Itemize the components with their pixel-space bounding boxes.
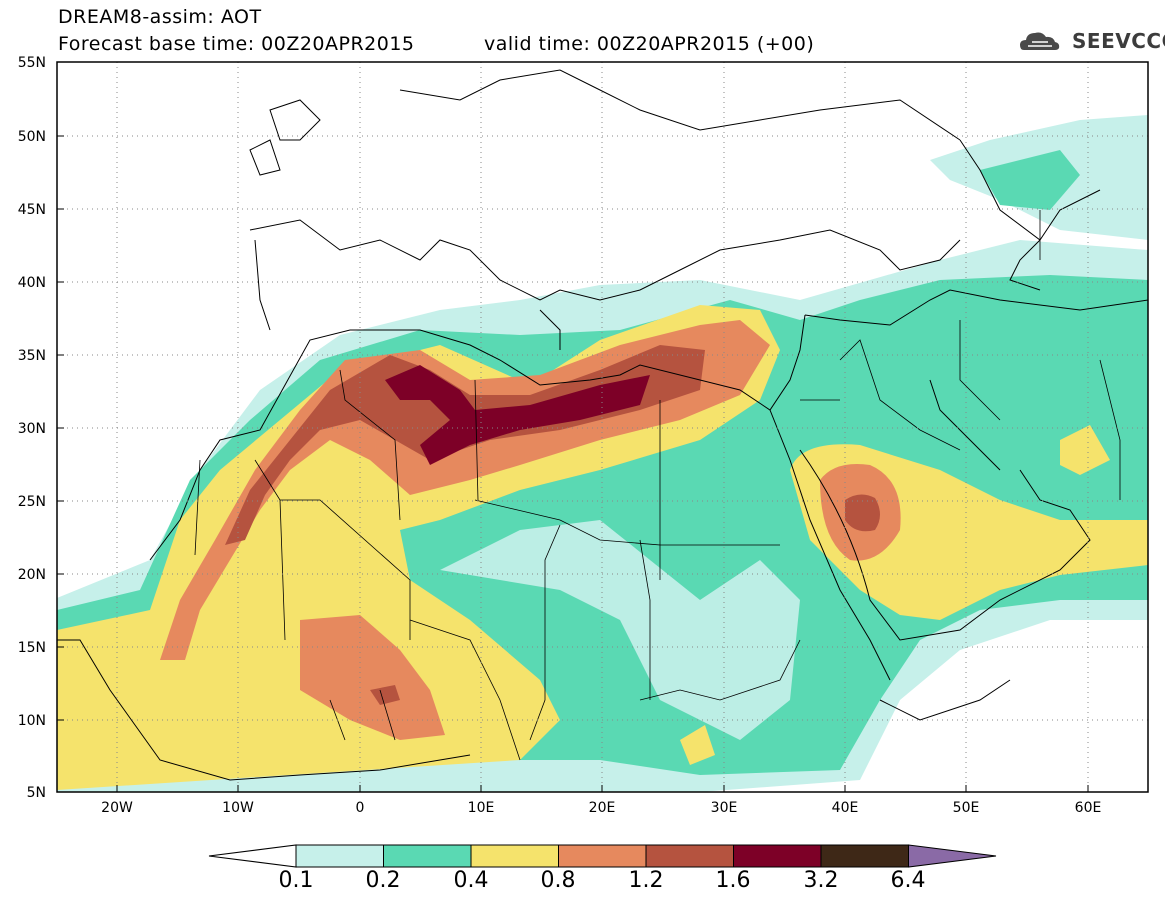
lat-label-45n: 45N xyxy=(18,202,46,218)
aot-band-1.6 xyxy=(385,365,650,465)
lat-label-55n: 55N xyxy=(18,55,46,71)
lon-label-50e: 50E xyxy=(953,800,980,816)
colorbar-arrow-high xyxy=(908,844,997,868)
lon-label-0: 0 xyxy=(356,800,365,816)
lat-label-20n: 20N xyxy=(18,567,46,583)
colorbar-label: 1.6 xyxy=(715,868,751,893)
lat-label-15n: 15N xyxy=(18,640,46,656)
title-variable: DREAM8-assim: AOT xyxy=(58,6,262,28)
lat-label-30n: 30N xyxy=(18,421,46,437)
axis-ticks xyxy=(57,135,1089,792)
colorbar-arrow-low xyxy=(208,844,297,868)
lon-label-60e: 60E xyxy=(1075,800,1102,816)
cloud-icon xyxy=(1020,32,1060,50)
colorbar-swatch xyxy=(733,844,822,868)
lat-label-5n: 5N xyxy=(27,785,46,801)
colorbar xyxy=(208,844,997,868)
colorbar-label: 0.2 xyxy=(365,868,401,893)
colorbar-swatch xyxy=(383,844,472,868)
lon-label-20e: 20E xyxy=(589,800,616,816)
colorbar-swatch xyxy=(470,844,559,868)
lat-label-50n: 50N xyxy=(18,129,46,145)
colorbar-label: 0.8 xyxy=(540,868,576,893)
lat-label-25n: 25N xyxy=(18,494,46,510)
colorbar-label: 3.2 xyxy=(803,868,839,893)
logo-text: SEEVCCC xyxy=(1072,29,1165,53)
lon-label-30e: 30E xyxy=(711,800,738,816)
lon-label-40e: 40E xyxy=(832,800,859,816)
lon-label-20w: 20W xyxy=(101,800,133,816)
title-valid-time: valid time: 00Z20APR2015 (+00) xyxy=(484,33,815,55)
lat-label-40n: 40N xyxy=(18,275,46,291)
lon-label-10e: 10E xyxy=(468,800,495,816)
graticule xyxy=(57,62,1148,792)
title-base-time: Forecast base time: 00Z20APR2015 xyxy=(58,33,415,55)
borders xyxy=(194,210,1121,761)
lon-label-10w: 10W xyxy=(222,800,254,816)
lat-label-10n: 10N xyxy=(18,713,46,729)
colorbar-swatch xyxy=(820,844,909,868)
colorbar-swatch xyxy=(645,844,734,868)
colorbar-swatch xyxy=(558,844,647,868)
colorbar-label: 0.4 xyxy=(453,868,489,893)
lat-label-35n: 35N xyxy=(18,348,46,364)
colorbar-swatch xyxy=(295,844,384,868)
coastlines xyxy=(57,69,1148,781)
colorbar-label: 6.4 xyxy=(890,868,926,893)
colorbar-label: 1.2 xyxy=(628,868,664,893)
colorbar-label: 0.1 xyxy=(278,868,314,893)
